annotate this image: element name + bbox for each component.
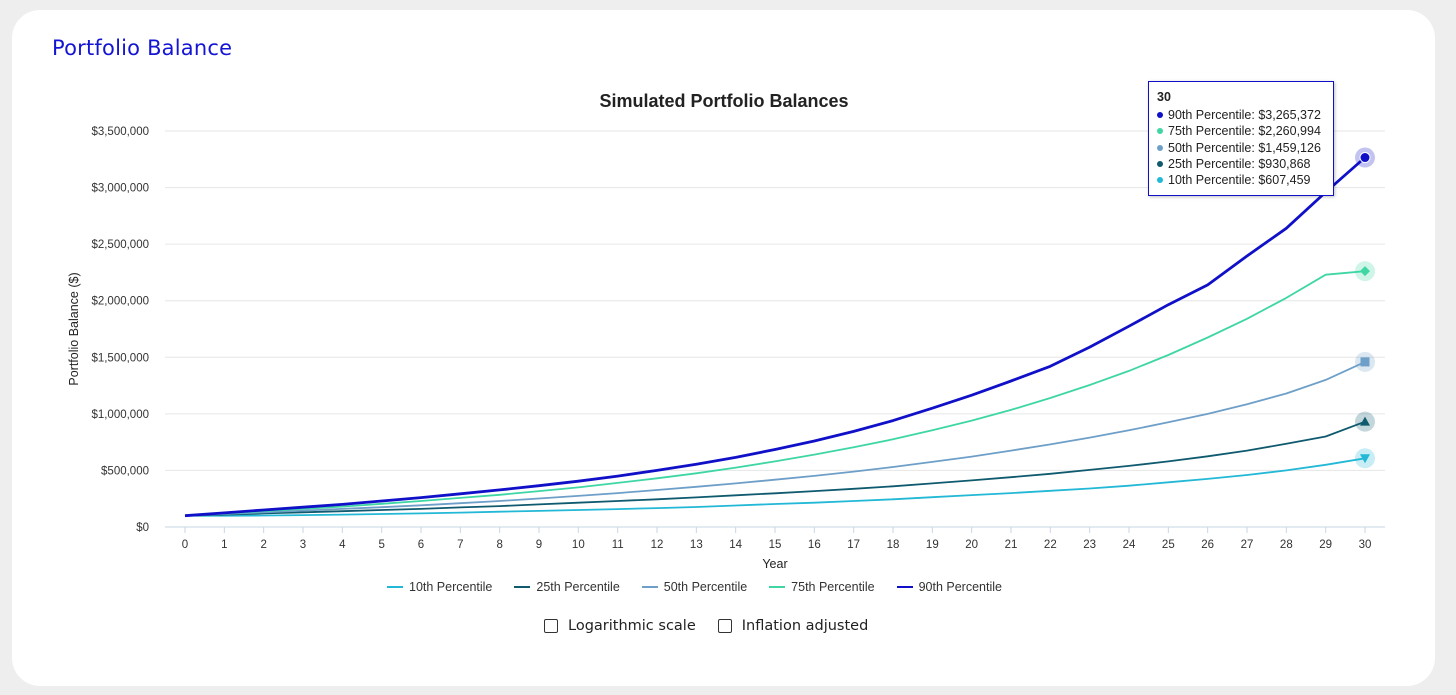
series-line-10th xyxy=(185,457,1366,517)
triangle-marker xyxy=(1360,416,1370,426)
series-line-50th xyxy=(184,361,1366,517)
tooltip-row-text: 10th Percentile: $607,459 xyxy=(1168,173,1311,188)
legend-label: 25th Percentile xyxy=(536,580,620,594)
x-tick-label: 8 xyxy=(496,539,502,551)
tooltip-row-text: 90th Percentile: $3,265,372 xyxy=(1168,108,1321,122)
y-tick-label: $500,000 xyxy=(101,465,149,477)
x-tick-label: 18 xyxy=(887,539,900,551)
tooltip-row-text: 75th Percentile: $2,260,994 xyxy=(1168,124,1321,139)
legend-item-75th[interactable]: 75th Percentile xyxy=(769,580,875,594)
y-tick-label: $1,500,000 xyxy=(91,352,149,364)
x-tick-label: 25 xyxy=(1162,539,1175,551)
legend-label: 10th Percentile xyxy=(409,580,493,594)
x-tick-label: 16 xyxy=(808,539,821,551)
series-line-75th xyxy=(184,270,1366,517)
legend-line-icon xyxy=(769,585,786,589)
x-tick-label: 3 xyxy=(300,539,306,551)
x-axis-label: Year xyxy=(762,557,787,571)
legend-label: 50th Percentile xyxy=(663,580,748,594)
tooltip-row: 10th Percentile: $607,459 xyxy=(1157,173,1333,189)
triangle-down-marker xyxy=(1360,454,1370,464)
log-scale-checkbox[interactable] xyxy=(544,619,558,633)
chart-tooltip: 30 90th Percentile: $3,265,372 75th Perc… xyxy=(1148,81,1334,196)
x-tick-label: 21 xyxy=(1005,539,1018,551)
series-line-90th xyxy=(184,156,1366,518)
log-scale-label: Logarithmic scale xyxy=(568,618,696,634)
series-dot-icon xyxy=(1157,128,1163,135)
y-axis-label: Portfolio Balance ($) xyxy=(67,272,81,385)
chart-legend: 10th Percentile 25th Percentile 50th Per… xyxy=(387,580,1024,594)
x-tick-label: 10 xyxy=(572,539,585,551)
x-tick-label: 15 xyxy=(769,539,782,551)
square-marker xyxy=(1360,357,1370,367)
inflation-adjusted-option[interactable]: Inflation adjusted xyxy=(717,618,869,634)
legend-item-10th[interactable]: 10th Percentile xyxy=(387,580,492,594)
x-tick-label: 22 xyxy=(1044,539,1057,551)
y-tick-label: $3,000,000 xyxy=(91,183,149,195)
series-dot-icon xyxy=(1157,112,1163,118)
legend-line-icon xyxy=(896,585,913,589)
chart-title: Simulated Portfolio Balances xyxy=(599,91,848,111)
x-tick-label: 23 xyxy=(1083,539,1096,551)
tooltip-row: 90th Percentile: $3,265,372 xyxy=(1157,108,1333,124)
x-tick-label: 26 xyxy=(1201,539,1214,551)
card-title: Portfolio Balance xyxy=(52,36,233,60)
legend-item-50th[interactable]: 50th Percentile xyxy=(641,580,748,594)
x-tick-label: 19 xyxy=(926,539,939,551)
x-tick-label: 11 xyxy=(612,539,624,551)
legend-item-90th[interactable]: 90th Percentile xyxy=(896,580,1002,594)
x-tick-label: 7 xyxy=(457,539,463,551)
x-tick-label: 4 xyxy=(339,539,346,551)
series-dot-icon xyxy=(1157,177,1163,184)
legend-line-icon xyxy=(514,585,531,589)
y-tick-label: $1,000,000 xyxy=(91,409,149,421)
tooltip-row-text: 50th Percentile: $1,459,126 xyxy=(1168,140,1321,155)
log-scale-option[interactable]: Logarithmic scale xyxy=(544,618,696,634)
tooltip-row-text: 25th Percentile: $930,868 xyxy=(1168,156,1311,171)
legend-item-25th[interactable]: 25th Percentile xyxy=(514,580,620,594)
legend-label: 90th Percentile xyxy=(918,580,1002,594)
tooltip-row: 50th Percentile: $1,459,126 xyxy=(1157,141,1333,157)
series-line-25th xyxy=(184,420,1366,517)
y-tick-label: $0 xyxy=(136,522,149,534)
inflation-adjusted-checkbox[interactable] xyxy=(717,619,732,633)
tooltip-row: 25th Percentile: $930,868 xyxy=(1157,157,1333,173)
x-tick-label: 5 xyxy=(378,539,384,551)
y-tick-label: $2,000,000 xyxy=(91,296,149,308)
x-tick-label: 13 xyxy=(690,539,703,551)
series-dot-icon xyxy=(1157,144,1163,151)
series-dot-icon xyxy=(1157,160,1163,167)
x-tick-label: 17 xyxy=(847,539,860,551)
x-tick-label: 20 xyxy=(965,539,978,551)
x-tick-label: 28 xyxy=(1280,539,1293,551)
x-tick-label: 9 xyxy=(536,539,542,551)
inflation-adjusted-label: Inflation adjusted xyxy=(741,618,869,634)
x-tick-label: 0 xyxy=(182,539,188,551)
legend-line-icon xyxy=(641,585,658,589)
tooltip-row: 75th Percentile: $2,260,994 xyxy=(1157,124,1333,140)
x-tick-label: 27 xyxy=(1241,539,1254,551)
x-tick-label: 2 xyxy=(260,539,266,551)
chart-options: Logarithmic scale Inflation adjusted xyxy=(544,618,890,634)
x-tick-label: 14 xyxy=(729,539,742,551)
diamond-marker xyxy=(1360,266,1370,277)
x-tick-label: 1 xyxy=(221,539,227,551)
y-tick-label: $3,500,000 xyxy=(91,126,149,138)
x-tick-label: 29 xyxy=(1319,539,1332,551)
legend-line-icon xyxy=(387,585,403,589)
legend-label: 75th Percentile xyxy=(791,580,875,594)
x-tick-label: 30 xyxy=(1359,539,1372,551)
x-tick-label: 6 xyxy=(418,539,424,551)
y-tick-label: $2,500,000 xyxy=(91,239,149,251)
tooltip-title: 30 xyxy=(1157,90,1171,104)
circle-marker xyxy=(1359,152,1371,164)
x-tick-label: 24 xyxy=(1123,539,1136,551)
x-tick-label: 12 xyxy=(651,539,664,551)
